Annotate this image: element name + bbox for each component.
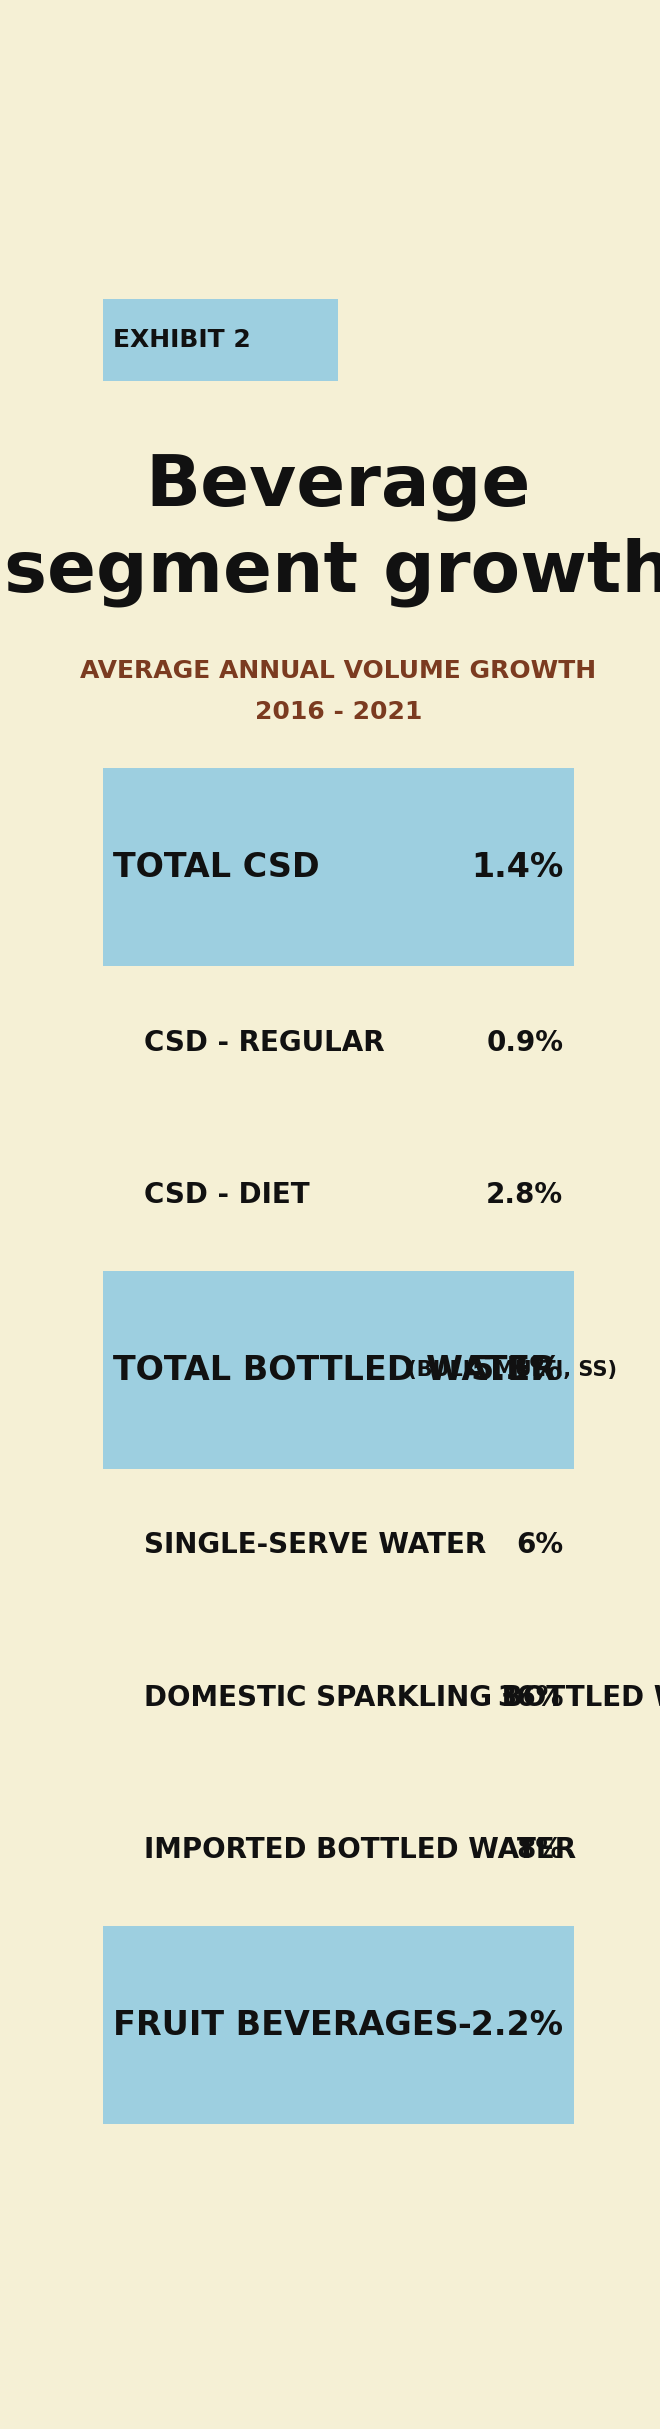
FancyBboxPatch shape (103, 1926, 574, 2125)
Text: 2.8%: 2.8% (486, 1180, 563, 1210)
FancyBboxPatch shape (103, 1773, 574, 1926)
Text: 5.3%: 5.3% (471, 1353, 563, 1387)
Text: CSD - REGULAR: CSD - REGULAR (144, 1027, 385, 1057)
FancyBboxPatch shape (103, 1120, 574, 1270)
Text: DOMESTIC SPARKLING BOTTLED WATER: DOMESTIC SPARKLING BOTTLED WATER (144, 1683, 660, 1712)
FancyBboxPatch shape (103, 1470, 574, 1623)
Text: Beverage: Beverage (146, 454, 531, 522)
Text: segment growth: segment growth (4, 537, 660, 607)
FancyBboxPatch shape (103, 299, 338, 381)
Text: CSD - DIET: CSD - DIET (144, 1180, 310, 1210)
Text: -2.2%: -2.2% (457, 2009, 563, 2043)
Text: 6%: 6% (516, 1530, 563, 1559)
Text: TOTAL CSD: TOTAL CSD (114, 850, 320, 884)
Text: SINGLE-SERVE WATER: SINGLE-SERVE WATER (144, 1530, 486, 1559)
Text: EXHIBIT 2: EXHIBIT 2 (114, 328, 251, 352)
Text: IMPORTED BOTTLED WATER: IMPORTED BOTTLED WATER (144, 1836, 576, 1863)
FancyBboxPatch shape (103, 967, 574, 1120)
Text: 8%: 8% (516, 1836, 563, 1863)
FancyBboxPatch shape (103, 1270, 574, 1470)
Text: 1.4%: 1.4% (471, 850, 563, 884)
Text: 2016 - 2021: 2016 - 2021 (255, 700, 422, 724)
Text: FRUIT BEVERAGES: FRUIT BEVERAGES (114, 2009, 459, 2043)
Text: 36%: 36% (497, 1683, 563, 1712)
Text: AVERAGE ANNUAL VOLUME GROWTH: AVERAGE ANNUAL VOLUME GROWTH (80, 658, 597, 683)
Text: (BULK, MULTI, SS): (BULK, MULTI, SS) (400, 1360, 616, 1380)
FancyBboxPatch shape (103, 1623, 574, 1773)
FancyBboxPatch shape (103, 768, 574, 967)
Text: TOTAL BOTTLED WATER: TOTAL BOTTLED WATER (114, 1353, 556, 1387)
Text: 0.9%: 0.9% (486, 1027, 563, 1057)
